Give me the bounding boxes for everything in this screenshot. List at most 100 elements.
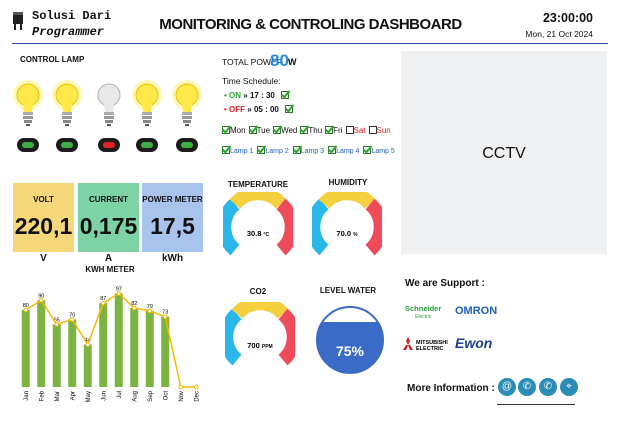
lamp-checkbox-5[interactable]: Lamp 5 [363, 146, 395, 155]
volt-card: VOLT 220,1 V [13, 183, 74, 264]
kwh-point [178, 384, 184, 390]
lamp-switch[interactable] [98, 138, 120, 152]
humidity-value: 70.0 % [336, 229, 358, 238]
kwh-tick-label: Apr [70, 391, 76, 400]
day-checkbox-wed[interactable]: Wed [273, 126, 297, 135]
kwh-value-label: 44 [85, 338, 91, 344]
schneider-logo: Schneider Electric [405, 304, 441, 320]
phone-icon[interactable]: ✆ [518, 378, 536, 396]
kwh-value-label: 70 [69, 313, 75, 319]
kwh-bar-feb [37, 300, 46, 387]
location-icon[interactable]: ⌖ [560, 378, 578, 396]
schedule-off-checkbox[interactable] [285, 105, 294, 113]
kwh-tick-label: Aug [132, 391, 138, 402]
day-checkbox-tue[interactable]: Tue [248, 126, 270, 135]
schedule-on-label: ON [229, 91, 242, 100]
clock-date: Mon, 21 Oct 2024 [525, 29, 593, 39]
kwh-tick-label: Dec [194, 391, 200, 402]
volt-value: 220,1 [14, 213, 73, 239]
kwh-bar-oct [161, 316, 170, 387]
more-info-label: More Information : [407, 383, 495, 394]
svg-text:Schneider: Schneider [405, 304, 441, 313]
current-value: 0,175 [79, 213, 138, 239]
at-icon[interactable]: @ [498, 378, 516, 396]
temperature-value: 30.8 °C [247, 229, 270, 238]
schedule-off-label: OFF [229, 105, 246, 114]
kwh-tick-label: Jan [24, 391, 30, 401]
kwh-point [100, 300, 106, 306]
kwh-point [23, 307, 29, 313]
kwh-tick-label: Oct [163, 391, 169, 401]
page-title: MONITORING & CONTROLING DASHBOARD [159, 16, 462, 33]
cctv-panel[interactable] [401, 51, 607, 254]
total-power-label: TOTAL POWER : [222, 57, 288, 67]
kwh-value-label: 80 [23, 303, 29, 309]
day-selector: Mon Tue Wed Thu Fri Sat Sun [222, 126, 394, 135]
lamp-checkbox-1[interactable]: Lamp 1 [222, 146, 253, 155]
kwh-value-label: 97 [116, 287, 122, 293]
brand-name: Solusi Dari [32, 9, 112, 23]
lamp-bulb-icon [172, 78, 202, 130]
kwh-bar-aug [130, 307, 139, 387]
day-checkbox-mon[interactable]: Mon [222, 126, 246, 135]
schedule-on-time[interactable]: 17 : 30 [249, 91, 275, 100]
level-water-value: 75% [336, 343, 365, 359]
lamp-bulb-icon [52, 78, 82, 130]
kwh-value-label: 87 [100, 296, 106, 302]
kwh-value-label: 73 [162, 310, 168, 316]
kwh-point [193, 384, 199, 390]
schedule-on-row: • ON » 17 : 30 [224, 91, 290, 100]
svg-text:Electric: Electric [415, 314, 432, 320]
level-water-title: LEVEL WATER [319, 286, 377, 295]
kwh-point [116, 291, 122, 296]
kwh-chart: 80 90 65 70 44 87 97 82 79 73 Jan Feb Mar Apr May Jun Ju… [21, 287, 200, 402]
power-meter-value: 17,5 [150, 213, 195, 239]
kwh-tick-label: Sep [148, 390, 154, 401]
lamp-switch[interactable] [176, 138, 198, 152]
lamp-selector: Lamp 1 Lamp 2 Lamp 3 Lamp 4 Lamp 5 [222, 146, 399, 155]
kwh-point [131, 305, 137, 311]
day-checkbox-sat[interactable]: Sat [345, 126, 366, 135]
schedule-on-arrow: » [243, 91, 248, 100]
info-divider [497, 404, 575, 405]
lamp-checkbox-2[interactable]: Lamp 2 [257, 146, 289, 155]
humidity-gauge: 70.0 % [312, 192, 382, 256]
lamp-checkbox-3[interactable]: Lamp 3 [292, 146, 324, 155]
schedule-off-time[interactable]: 05 : 00 [253, 105, 279, 114]
current-card: CURRENT 0,175 A [78, 183, 139, 264]
kwh-point [54, 322, 60, 327]
logo-icon [13, 12, 23, 30]
kwh-bar-jan [21, 309, 30, 387]
clock-time: 23:00:00 [542, 11, 593, 25]
power-meter-card: POWER METER 17,5 kWh [142, 183, 203, 264]
temperature-title: TEMPERATURE [227, 180, 289, 189]
day-checkbox-fri[interactable]: Fri [325, 126, 343, 135]
ewon-logo: Ewon [455, 335, 492, 351]
lamp-switch[interactable] [17, 138, 39, 152]
co2-title: CO2 [249, 287, 267, 296]
lamp-switch[interactable] [56, 138, 78, 152]
day-checkbox-sun[interactable]: Sun [368, 126, 391, 135]
omron-logo: OMRON [455, 305, 497, 317]
volt-unit: V [40, 253, 47, 264]
kwh-value-label: 90 [38, 293, 44, 299]
kwh-tick-label: May [86, 391, 92, 402]
schedule-off-row: • OFF » 05 : 00 [224, 105, 294, 114]
time-schedule-label: Time Schedule: [222, 76, 281, 86]
current-label: CURRENT [88, 195, 129, 204]
day-checkbox-thu[interactable]: Thu [300, 126, 322, 135]
kwh-tick-label: Jul [117, 391, 123, 399]
kwh-bar-sep [145, 310, 154, 387]
whatsapp-icon[interactable]: ✆ [539, 378, 557, 396]
co2-gauge: 700 PPM [225, 302, 295, 366]
lamp-switch[interactable] [136, 138, 158, 152]
lamp-bulb-icon [132, 78, 162, 130]
kwh-point [69, 317, 75, 322]
power-meter-label: POWER METER [142, 195, 203, 204]
header-divider [12, 43, 608, 44]
schedule-on-checkbox[interactable] [281, 91, 290, 99]
volt-label: VOLT [33, 195, 54, 204]
lamp-checkbox-4[interactable]: Lamp 4 [328, 146, 359, 155]
svg-text:MITSUBISHI: MITSUBISHI [416, 340, 448, 346]
mitsubishi-logo: MITSUBISHI ELECTRIC [403, 337, 448, 352]
